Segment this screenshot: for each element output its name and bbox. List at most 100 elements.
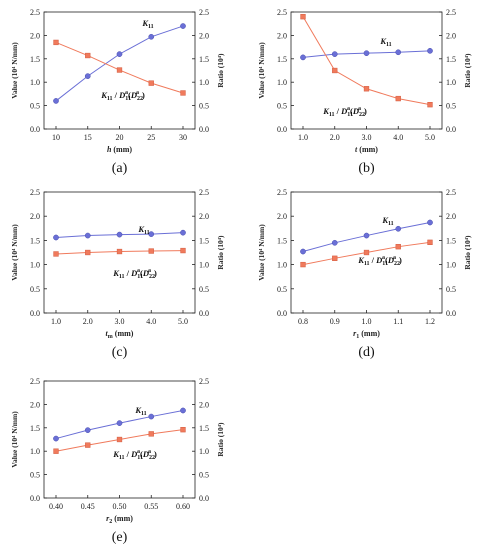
panel-label: (e): [112, 530, 128, 545]
y-tick-label-left: 0.0: [30, 309, 40, 318]
y-tick-label-right: 0.0: [446, 125, 456, 134]
series-label-k11: K11: [137, 224, 149, 236]
data-point-ratio: [363, 249, 370, 256]
data-point-ratio: [116, 436, 123, 443]
series-label-ratio: K11 / D11a(D22a): [322, 106, 367, 118]
x-tick-label: 30: [179, 133, 187, 142]
data-point-k11: [331, 51, 338, 57]
x-tick-label: 1.1: [393, 317, 403, 326]
y-tick-label-left: 1.5: [30, 55, 40, 64]
y-axis-label-left: Value (10⁴ N/mm): [257, 224, 266, 281]
x-tick-label: 1.0: [298, 133, 308, 142]
y-tick-label-right: 2.5: [199, 8, 209, 17]
data-point-ratio: [148, 431, 154, 437]
y-tick-label-right: 2.0: [199, 212, 209, 221]
data-point-ratio: [332, 67, 338, 74]
data-point-k11: [84, 232, 91, 239]
data-point-ratio: [116, 248, 123, 255]
y-tick-label-left: 0.5: [30, 102, 40, 111]
y-axis-label-left: Value (10⁴ N/mm): [10, 411, 19, 468]
data-point-ratio: [427, 239, 433, 245]
y-tick-label-left: 1.0: [277, 78, 287, 87]
y-tick-label-right: 0.0: [199, 494, 209, 503]
data-point-ratio: [332, 255, 338, 261]
y-tick-label-right: 0.0: [199, 125, 209, 134]
x-tick-label: 20: [116, 133, 124, 142]
x-tick-label: 15: [84, 133, 92, 142]
data-point-ratio: [300, 261, 306, 268]
data-point-ratio: [85, 249, 91, 256]
x-tick-label: 1.0: [51, 317, 61, 326]
data-point-k11: [427, 219, 433, 226]
y-tick-label-left: 2.5: [277, 8, 287, 17]
y-tick-label-left: 1.5: [30, 236, 40, 245]
y-tick-label-right: 1.0: [446, 261, 456, 270]
data-point-k11: [180, 229, 186, 236]
y-tick-label-right: 1.5: [199, 236, 209, 245]
data-point-k11: [148, 231, 155, 237]
series-label-k11: K11: [134, 405, 146, 417]
chart-panel-e: 0.0 0.0 0.5 0.5 1.0 1.0 1.5 1.5 2.0 2.0 2.5 2.5 0.40…: [10, 377, 225, 545]
y-axis-label-right: Ratio (10⁴): [216, 235, 225, 270]
y-tick-label-right: 2.0: [446, 31, 456, 40]
y-tick-label-right: 0.5: [199, 285, 209, 294]
y-tick-label-right: 2.5: [199, 377, 209, 386]
x-axis-label: tm (mm): [106, 329, 134, 340]
y-tick-label-left: 0.5: [277, 285, 287, 294]
y-axis-label-right: Ratio (10⁴): [216, 53, 225, 88]
data-point-k11: [116, 420, 123, 426]
data-point-k11: [84, 427, 91, 433]
data-point-k11: [395, 225, 402, 232]
x-tick-label: 0.40: [49, 502, 63, 511]
y-tick-label-left: 1.5: [277, 55, 287, 64]
y-tick-label-left: 1.0: [277, 261, 287, 270]
chart-panel-a: 0.0 0.0 0.5 0.5 1.0 1.0 1.5 1.5 2.0 2.0 2.5 2.5 10 15…: [10, 8, 225, 176]
y-tick-label-right: 1.0: [446, 78, 456, 87]
x-axis-label: r2 (mm): [106, 514, 133, 525]
y-tick-label-right: 1.0: [199, 447, 209, 456]
y-tick-label-right: 0.0: [446, 309, 456, 318]
data-point-ratio: [53, 251, 59, 257]
y-tick-label-right: 2.5: [446, 8, 456, 17]
x-tick-label: 25: [147, 133, 155, 142]
y-tick-label-right: 2.0: [199, 31, 209, 40]
data-point-ratio: [180, 90, 186, 96]
y-axis-label-left: Value (10⁴ N/mm): [10, 42, 19, 99]
x-tick-label: 0.50: [113, 502, 127, 511]
y-tick-label-left: 2.0: [30, 400, 40, 409]
x-tick-label: 0.60: [176, 502, 190, 511]
y-tick-label-left: 0.5: [30, 471, 40, 480]
x-tick-label: 2.0: [330, 133, 340, 142]
panel-label: (a): [112, 161, 128, 176]
data-point-ratio: [363, 86, 370, 92]
data-point-ratio: [148, 248, 154, 254]
data-point-k11: [148, 33, 155, 40]
data-point-k11: [53, 435, 59, 442]
data-point-ratio: [53, 448, 59, 454]
y-tick-label-left: 1.0: [30, 78, 40, 87]
x-tick-label: 5.0: [178, 317, 188, 326]
y-tick-label-right: 1.0: [199, 261, 209, 270]
data-point-ratio: [180, 247, 186, 254]
x-tick-label: 0.45: [81, 502, 95, 511]
y-axis-label-left: Value (10⁴ N/mm): [10, 224, 19, 281]
data-point-k11: [363, 232, 370, 239]
x-axis-label: r1 (mm): [353, 329, 380, 340]
x-tick-label: 0.8: [298, 317, 308, 326]
y-axis-label-left: Value (10⁴ N/mm): [257, 42, 266, 99]
data-point-ratio: [300, 14, 306, 20]
y-tick-label-right: 2.5: [446, 188, 456, 197]
y-tick-label-right: 0.5: [446, 102, 456, 111]
series-label-ratio: K11 / D11a(D22a): [357, 255, 402, 267]
data-point-ratio: [427, 102, 433, 108]
series-label-ratio: K11 / D11a(D22a): [100, 90, 145, 102]
data-point-k11: [53, 98, 59, 104]
y-tick-label-left: 2.0: [30, 212, 40, 221]
chart-panel-c: 0.0 0.0 0.5 0.5 1.0 1.0 1.5 1.5 2.0 2.0 2.5 2.5 1.0 2…: [10, 188, 225, 360]
series-label-k11: K11: [141, 18, 153, 30]
x-tick-label: 10: [52, 133, 60, 142]
data-point-k11: [116, 231, 123, 238]
x-tick-label: 0.9: [330, 317, 340, 326]
data-point-ratio: [180, 427, 186, 433]
